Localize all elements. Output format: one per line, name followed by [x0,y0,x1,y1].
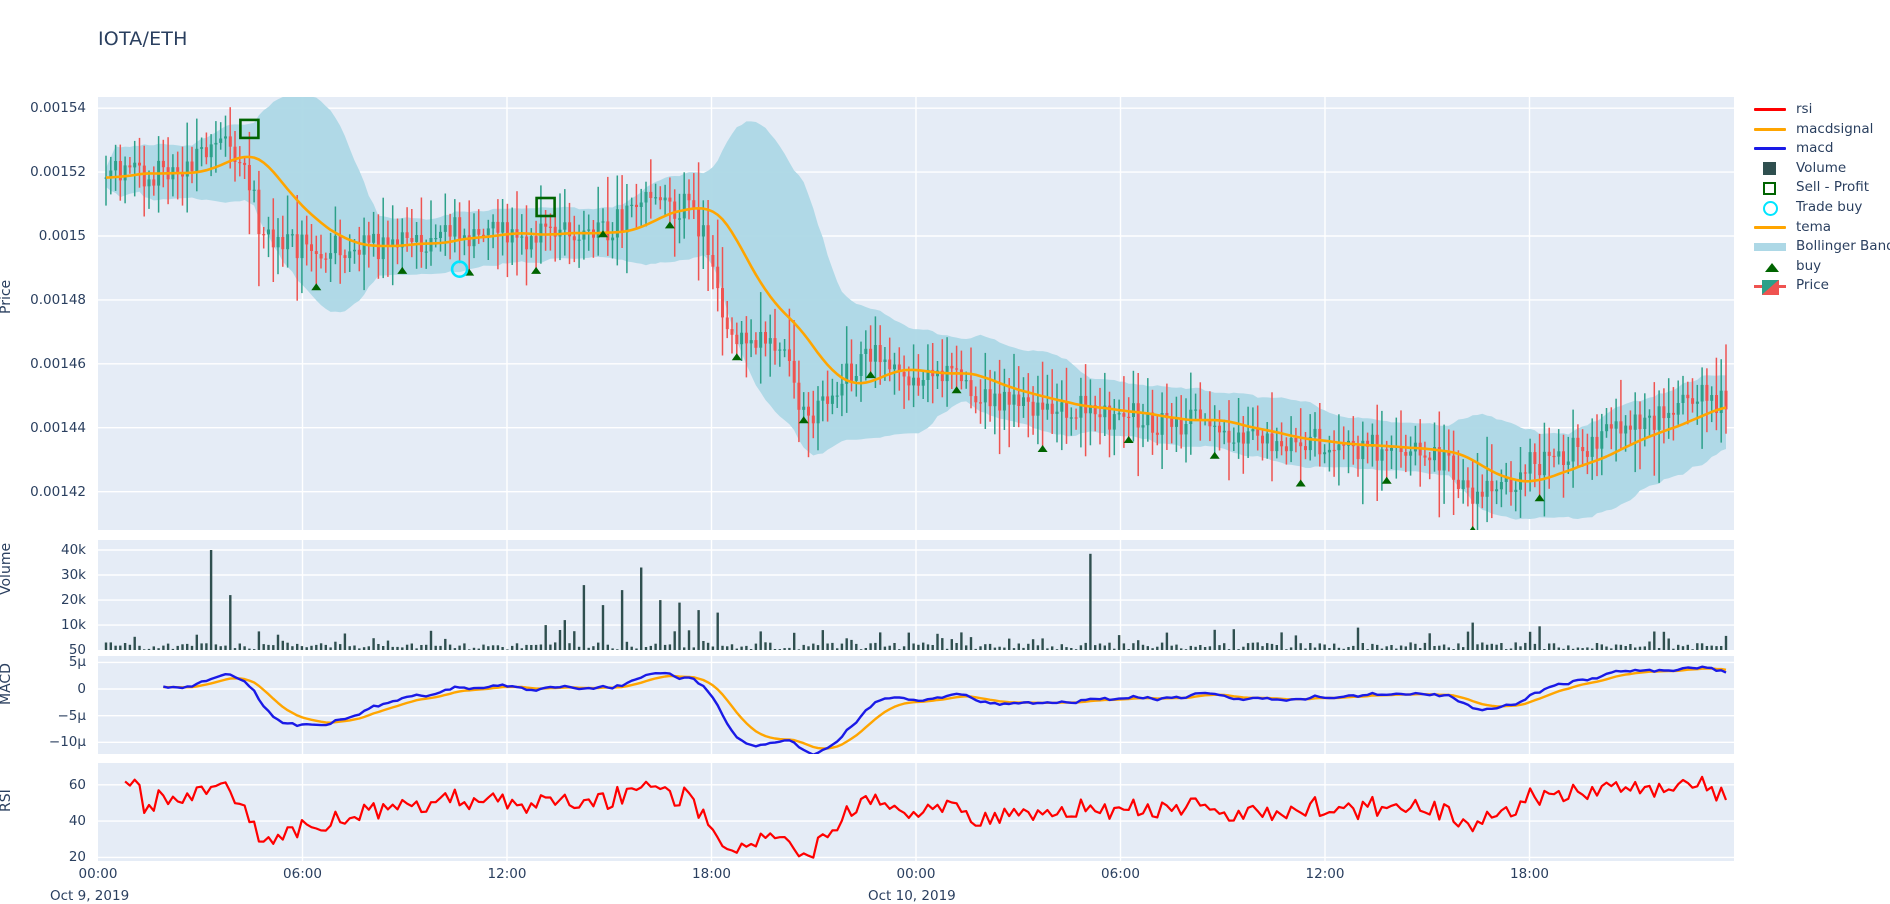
x-tick-label: 18:00 [1510,866,1549,882]
line-icon [1752,139,1788,158]
line-icon [1752,100,1788,119]
volume-ytick-label: 20k [61,592,86,609]
price-ytick-label: 0.00146 [30,355,86,372]
legend-item-0[interactable]: rsi [1752,100,1890,120]
legend-item-8[interactable]: buy [1752,257,1890,277]
legend-item-label: Trade buy [1796,199,1863,216]
macd-ytick-label: 5µ [68,654,86,671]
legend-item-9[interactable]: Price [1752,276,1890,296]
legend-item-label: Sell - Profit [1796,179,1870,196]
legend-item-1[interactable]: macdsignal [1752,120,1890,140]
volume-ytick-label: 30k [61,567,86,583]
legend-item-label: tema [1796,218,1832,235]
x-tick-label: 00:00 [78,866,118,882]
legend-item-2[interactable]: macd [1752,139,1890,159]
volume-series-plot [98,540,1734,650]
legend-item-label: macdsignal [1796,120,1874,137]
macd-ytick-label: 0 [77,681,86,697]
price-ytick-label: 0.00142 [30,483,86,500]
x-period-label: Oct 9, 2019 [50,888,130,904]
legend-item-label: macd [1796,140,1834,157]
rsi-ytick-label: 60 [68,776,86,793]
rsi-ytick-label: 20 [68,849,86,866]
legend-item-label: rsi [1796,101,1813,118]
legend-item-5[interactable]: Trade buy [1752,198,1890,218]
x-period-label: Oct 10, 2019 [868,888,956,904]
price-panel[interactable] [98,97,1734,530]
price-ytick-label: 0.00152 [30,164,86,181]
price-ytick-label: 0.00148 [30,291,86,308]
legend-item-6[interactable]: tema [1752,218,1890,238]
legend-item-label: Volume [1796,159,1847,176]
open-square-icon [1752,179,1788,198]
line-icon [1752,218,1788,237]
legend-item-label: Price [1796,277,1829,294]
price-ytick-label: 0.00154 [30,100,86,117]
open-circle-icon [1752,198,1788,217]
macd-ytick-label: −5µ [57,707,87,724]
triangle-up-icon [1752,257,1788,276]
macd-ytick-label: −10µ [48,734,86,751]
legend-item-label: Bollinger Band [1796,238,1890,255]
x-tick-label: 12:00 [487,866,527,882]
page-title: IOTA/ETH [98,28,188,50]
band-icon [1752,237,1788,256]
x-tick-label: 12:00 [1305,866,1345,882]
x-tick-label: 18:00 [692,866,731,882]
x-tick-label: 06:00 [1101,866,1140,882]
volume-ytick-label: 10k [61,617,86,634]
price-ytick-label: 0.00144 [30,419,86,436]
filled-square-icon [1752,159,1788,178]
line-icon [1752,120,1788,139]
legend-item-4[interactable]: Sell - Profit [1752,178,1890,198]
legend-item-3[interactable]: Volume [1752,159,1890,179]
x-tick-label: 00:00 [896,866,936,882]
rsi-panel[interactable] [98,763,1734,861]
volume-ytick-label: 50 [68,642,86,658]
macd-panel[interactable] [98,656,1734,754]
volume-panel[interactable] [98,540,1734,650]
rsi-series-plot [98,763,1734,861]
price-ytick-label: 0.0015 [38,228,86,244]
candlestick-icon [1752,277,1788,296]
volume-ytick-label: 40k [61,542,86,558]
macd-series-plot [98,656,1734,754]
rsi-ytick-label: 40 [68,813,86,830]
chart-legend[interactable]: rsi macdsignal macd Volume Sell - Profit… [1752,100,1890,296]
legend-item-label: buy [1796,257,1822,274]
x-tick-label: 06:00 [283,866,322,882]
legend-item-7[interactable]: Bollinger Band [1752,237,1890,257]
price-series-plot [98,97,1734,530]
